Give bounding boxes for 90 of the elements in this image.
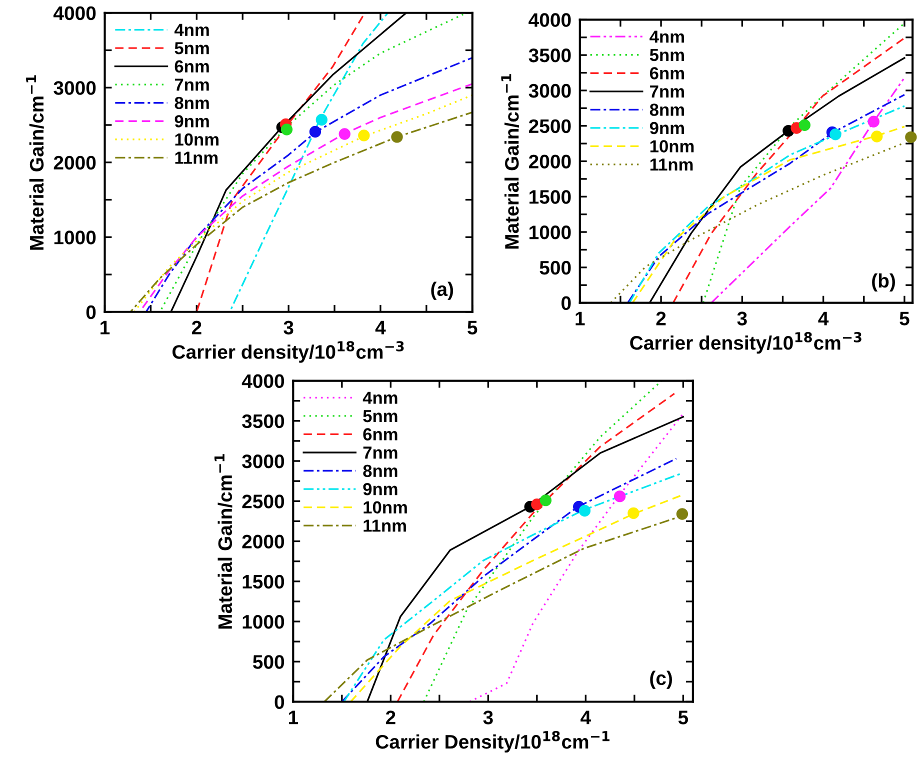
legend-label: 9nm [363,482,398,496]
legend-label: 7nm [174,78,209,91]
point [905,131,917,144]
y-tick-label: 3000 [242,454,284,468]
x-axis-title: Carrier Density/10$^{18}$cm$^{−1}$ [376,730,610,753]
point [830,128,842,140]
y-tick-label: 0 [86,305,96,320]
x-tick-label: 5 [900,312,910,326]
x-tick-label: 2 [192,320,202,334]
legend-label: 4nm [174,24,209,36]
point [358,130,370,142]
legend-label: 5nm [363,410,398,422]
x-axis-title: Carrier density/10$^{18}$cm$^{−3}$ [630,332,862,354]
x-axis-title: Carrier density/10$^{18}$cm$^{−3}$ [172,341,404,363]
y-tick-label: 1000 [54,230,96,244]
y-axis-title: Material Gain/cm$^{−1}$ [501,74,519,249]
x-tick-label: 1 [288,710,298,724]
legend-label: 11nm [364,520,406,532]
legend-label: 8nm [650,104,684,116]
legend-label: 6nm [363,428,398,440]
y-tick-label: 3000 [54,81,96,95]
line-series [710,76,906,303]
point [578,504,591,517]
y-tick-label: 0 [562,296,571,310]
legend-label: 9nm [174,115,209,128]
x-tick-label: 5 [678,710,688,724]
legend-label: 5nm [174,42,209,54]
y-tick-label: 2000 [528,154,571,168]
legend-label: 8nm [174,96,209,110]
legend-label: 8nm [363,464,398,478]
x-tick-label: 3 [483,710,493,724]
point [614,490,626,502]
x-tick-label: 3 [737,312,747,326]
legend-label: 9nm [650,122,684,134]
y-axis-title: Material Gain/cm$^{−1}$ [214,454,232,629]
legend-label: 4nm [650,30,684,43]
legend-label: 6nm [174,60,209,73]
y-tick-label: 3500 [528,48,571,62]
legend-label: 11nm [650,158,693,171]
y-tick-label: 2000 [54,156,96,170]
point [868,116,880,128]
point [280,124,293,136]
legend-label: 5nm [650,49,684,62]
y-tick-label: 2500 [242,494,284,508]
x-tick-label: 3 [284,320,294,335]
legend-label: 6nm [650,67,684,80]
point [391,131,403,143]
y-tick-label: 3500 [242,414,284,428]
y-tick-label: 4000 [242,374,284,388]
x-tick-label: 1 [576,312,585,326]
legend-label: 11nm [175,152,218,164]
point [871,130,883,142]
point [338,128,350,140]
legend-label: 10nm [650,140,694,152]
y-tick-label: 2000 [242,534,284,548]
point [628,507,640,520]
annotation: (c) [650,670,672,689]
point [531,498,543,510]
point [676,508,688,520]
y-tick-label: 1500 [530,190,571,204]
point [798,119,810,131]
legend-label: 7nm [363,446,398,459]
y-axis-title: Material Gain/cm$^{−1}$ [26,75,44,250]
y-tick-label: 1500 [242,574,284,589]
legend-label: 10nm [175,133,218,146]
x-tick-label: 4 [818,312,829,326]
y-tick-label: 500 [540,260,571,275]
annotation: (a) [431,282,454,300]
x-tick-label: 2 [386,710,396,724]
y-tick-label: 2500 [528,119,571,134]
legend-label: 4nm [362,392,398,404]
legend-label: 7nm [650,86,684,98]
x-tick-label: 2 [656,312,666,326]
point [540,494,552,506]
y-tick-label: 0 [274,695,284,709]
y-tick-label: 4000 [528,13,571,27]
y-tick-label: 500 [252,655,284,669]
annotation: (b) [872,273,895,292]
y-tick-label: 1000 [242,614,284,629]
x-tick-label: 1 [100,320,110,334]
x-tick-label: 4 [580,710,591,724]
point [316,114,328,126]
y-tick-label: 1000 [530,225,571,240]
y-tick-label: 3000 [528,84,571,98]
x-tick-label: 4 [375,320,386,334]
legend-label: 10nm [364,501,407,514]
point [309,126,322,138]
y-tick-label: 4000 [53,6,96,20]
line-series [702,22,906,303]
x-tick-label: 5 [468,320,478,334]
